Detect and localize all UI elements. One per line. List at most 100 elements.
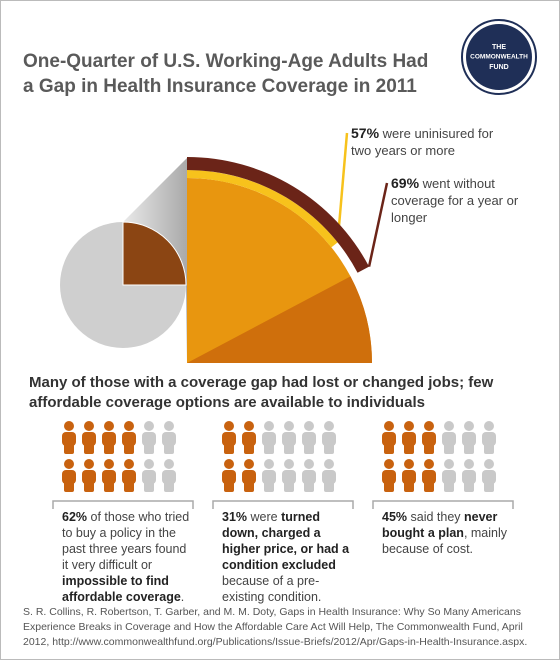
person-icon	[102, 459, 116, 492]
panel-text-part: , mainly because of cost.	[382, 526, 508, 556]
arc-band	[187, 157, 370, 273]
icon-legs	[424, 481, 434, 492]
icon-legs	[384, 443, 394, 454]
panel-text-part: turned down, charged a higher price, or …	[222, 510, 350, 572]
icon-legs	[464, 443, 474, 454]
icon-legs	[444, 443, 454, 454]
icon-legs	[484, 443, 494, 454]
person-icon	[62, 459, 76, 492]
icon-head	[384, 459, 394, 469]
zoom-funnel	[123, 158, 187, 363]
icon-body	[62, 470, 76, 484]
person-icon	[322, 421, 336, 454]
zoom-shade	[187, 276, 372, 363]
icon-legs	[284, 443, 294, 454]
icon-head	[164, 459, 174, 469]
icon-body	[102, 432, 116, 446]
icon-legs	[484, 481, 494, 492]
pie-gap-slice	[122, 221, 187, 286]
icon-head	[244, 459, 254, 469]
icon-body	[382, 432, 396, 446]
icon-body	[222, 432, 236, 446]
person-icon	[422, 421, 436, 454]
icon-legs	[264, 443, 274, 454]
source: S. R. Collins, R. Robertson, T. Garber, …	[23, 606, 528, 648]
icon-head	[64, 459, 74, 469]
person-icon	[222, 421, 236, 454]
panel-text-part: were	[247, 510, 282, 524]
logo-disc	[466, 24, 532, 90]
person-icon	[162, 421, 176, 454]
icon-head	[444, 459, 454, 469]
panel-text: 62% of those who tried to buy a policy i…	[62, 509, 192, 605]
icon-body	[442, 470, 456, 484]
icon-legs	[464, 481, 474, 492]
icon-legs	[324, 481, 334, 492]
icon-head	[304, 421, 314, 431]
icon-legs	[104, 443, 114, 454]
title-line: One-Quarter of U.S. Working-Age Adults H…	[23, 51, 429, 72]
arc-percent: 69%	[391, 175, 420, 191]
person-icon	[162, 459, 176, 492]
icon-head	[164, 421, 174, 431]
person-icon	[462, 459, 476, 492]
icon-legs	[224, 443, 234, 454]
icon-body	[282, 432, 296, 446]
person-icon	[302, 421, 316, 454]
panel-bracket	[212, 500, 354, 509]
icon-head	[104, 459, 114, 469]
icon-head	[84, 459, 94, 469]
panel-text-part: .	[180, 590, 185, 604]
panel-text-part: never bought a plan	[382, 510, 498, 540]
icon-head	[384, 421, 394, 431]
icon-body	[262, 470, 276, 484]
icon-legs	[284, 481, 294, 492]
icon-legs	[64, 443, 74, 454]
icon-body	[162, 432, 176, 446]
person-icon	[122, 459, 136, 492]
person-icon	[322, 459, 336, 492]
person-icon	[282, 459, 296, 492]
icon-head	[144, 421, 154, 431]
icon-body	[262, 432, 276, 446]
icon-legs	[104, 481, 114, 492]
icon-legs	[164, 443, 174, 454]
icon-body	[402, 432, 416, 446]
icon-head	[424, 421, 434, 431]
icon-head	[484, 459, 494, 469]
logo-text: THE	[492, 44, 506, 51]
arc-text: went without coverage for a year or long…	[391, 176, 519, 225]
leader-line	[336, 132, 349, 243]
panel-bracket	[52, 500, 194, 509]
arc-label: 57% were uninisured for two years or mor…	[351, 125, 511, 159]
icon-legs	[244, 481, 254, 492]
icon-legs	[444, 481, 454, 492]
icon-head	[464, 421, 474, 431]
title: One-Quarter of U.S. Working-Age Adults H…	[23, 49, 428, 99]
logo-text: COMMONWEALTH	[470, 54, 528, 61]
panel-bracket	[372, 500, 514, 509]
icon-head	[464, 459, 474, 469]
person-icon	[262, 421, 276, 454]
person-icon	[242, 421, 256, 454]
person-icon	[482, 421, 496, 454]
arc-band	[187, 170, 338, 248]
icon-head	[324, 421, 334, 431]
icon-head	[224, 421, 234, 431]
icon-legs	[304, 481, 314, 492]
icon-head	[484, 421, 494, 431]
icon-body	[382, 470, 396, 484]
icon-legs	[404, 443, 414, 454]
icon-head	[84, 421, 94, 431]
person-icon	[442, 421, 456, 454]
panel-percent: 62%	[62, 510, 88, 524]
icon-body	[242, 432, 256, 446]
icon-body	[482, 432, 496, 446]
panel-text: 45% said they never bought a plan, mainl…	[382, 509, 512, 557]
person-icon	[242, 459, 256, 492]
subtitle: Many of those with a coverage gap had lo…	[29, 374, 494, 411]
icon-body	[462, 432, 476, 446]
icon-body	[302, 470, 316, 484]
icon-body	[462, 470, 476, 484]
person-icon	[122, 421, 136, 454]
